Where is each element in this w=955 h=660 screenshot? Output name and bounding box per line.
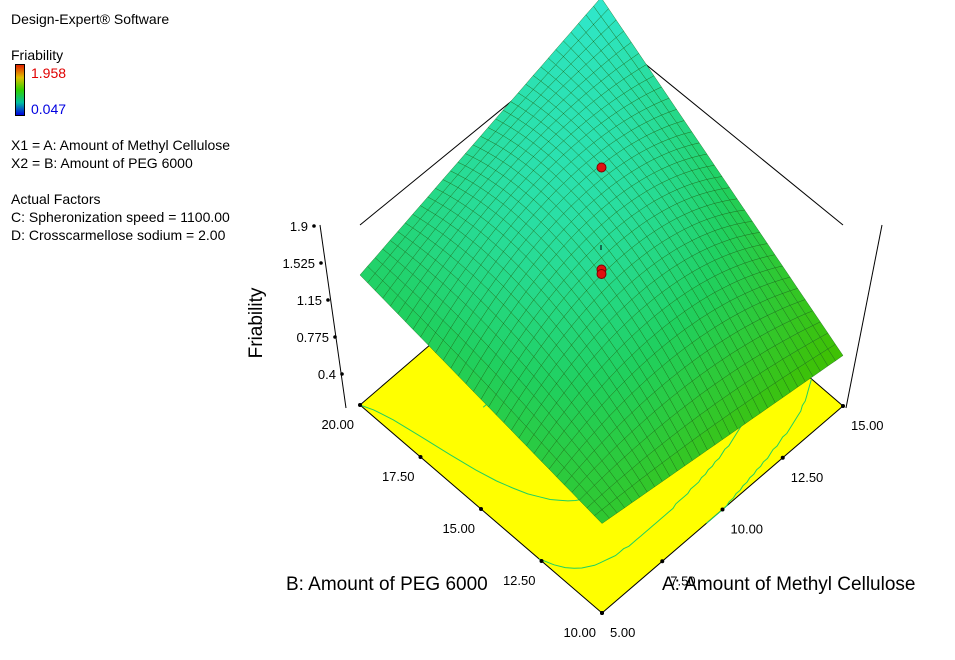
color-legend-bar	[15, 64, 25, 116]
z-tick-mark	[326, 298, 330, 302]
x-tick-mark	[720, 507, 725, 512]
y-axis-label: B: Amount of PEG 6000	[286, 574, 488, 595]
z-tick-mark	[312, 224, 316, 228]
y-tick-label: 17.50	[382, 469, 415, 484]
x-tick-mark	[600, 611, 604, 615]
x-tick-mark	[660, 559, 665, 564]
y-tick-mark	[539, 559, 544, 563]
y-tick-label: 12.50	[503, 573, 536, 588]
x-tick-mark	[841, 404, 845, 408]
z-tick-mark	[333, 335, 337, 339]
box-edge	[845, 224, 883, 409]
design-point	[596, 162, 607, 173]
y-tick-label: 20.00	[321, 417, 354, 432]
z-tick-mark	[340, 372, 344, 376]
y-tick-mark	[358, 403, 362, 407]
y-tick-mark	[418, 455, 423, 459]
z-axis-label: Friability	[246, 287, 267, 358]
factor-d: D: Crosscarmellose sodium = 2.00	[11, 227, 226, 243]
x-tick-label: 10.00	[731, 522, 764, 537]
z-tick-label: 0.4	[318, 367, 336, 382]
z-tick-label: 0.775	[296, 330, 329, 345]
legend-title: Friability	[11, 47, 64, 63]
factor-c: C: Spheronization speed = 1100.00	[11, 209, 230, 225]
y-tick-label: 15.00	[442, 521, 475, 536]
legend-low-value: 0.047	[31, 101, 67, 117]
factor-x1: X1 = A: Amount of Methyl Cellulose	[11, 137, 231, 153]
z-tick-label: 1.15	[297, 293, 322, 308]
floor-contour	[706, 378, 812, 524]
x-tick-label: 15.00	[851, 418, 884, 433]
y-tick-label: 10.00	[563, 625, 596, 640]
legend-high-value: 1.958	[31, 65, 67, 81]
design-point	[596, 269, 607, 279]
x-tick-label: 7.50	[670, 573, 695, 588]
x-tick-mark	[780, 455, 785, 460]
y-tick-mark	[479, 507, 483, 511]
surface-cell	[594, 509, 610, 524]
actual-factors-title: Actual Factors	[11, 191, 101, 207]
factor-x2: X2 = B: Amount of PEG 6000	[11, 155, 193, 171]
x-tick-label: 12.50	[791, 470, 824, 485]
box-edge	[319, 224, 347, 409]
app-title: Design-Expert® Software	[11, 11, 170, 27]
z-tick-label: 1.9	[290, 219, 308, 234]
x-axis-label: A: Amount of Methyl Cellulose	[662, 574, 915, 595]
x-tick-label: 5.00	[610, 625, 635, 640]
z-tick-mark	[319, 261, 323, 265]
z-tick-label: 1.525	[282, 256, 315, 271]
